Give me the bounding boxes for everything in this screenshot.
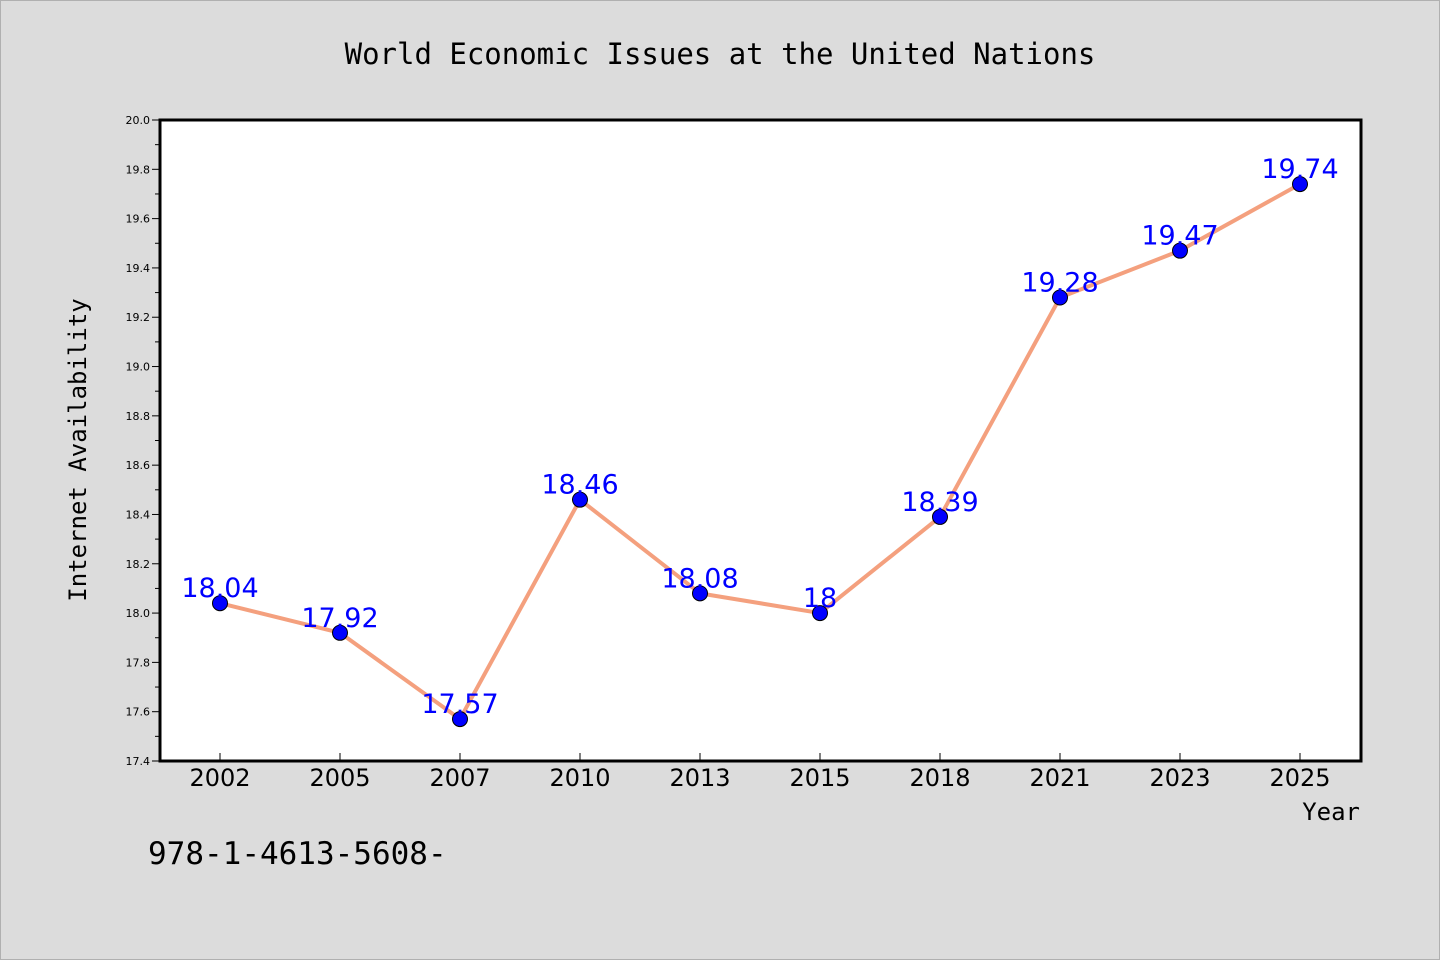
data-label: 18.39	[901, 487, 978, 518]
y-axis: 17.4 17.6 17.8 18.0 18.2 18.4 18.6 18.8 19.0 19.2…	[126, 114, 160, 768]
x-axis: 2002 2005 2007 2010 2013 2015 2018 2021 2023 2025	[189, 753, 1331, 792]
y-tick-label: 19.0	[126, 361, 151, 374]
y-tick-label: 17.4	[126, 755, 151, 768]
x-tick-label: 2002	[189, 764, 250, 792]
x-tick-label: 2005	[309, 764, 370, 792]
data-point	[1172, 242, 1188, 259]
y-tick-label: 17.8	[126, 656, 151, 669]
y-tick-label: 18.0	[126, 607, 151, 620]
data-label: 17.92	[301, 603, 378, 634]
data-label: 18.46	[541, 470, 618, 501]
data-point	[452, 711, 468, 728]
y-tick-label: 20.0	[126, 114, 151, 127]
x-tick-label: 2013	[669, 764, 730, 792]
data-label: 19.47	[1141, 221, 1218, 252]
x-tick-label: 2023	[1149, 764, 1210, 792]
data-point	[812, 605, 828, 622]
data-point	[572, 491, 588, 508]
data-point	[932, 508, 948, 525]
x-tick-label: 2018	[909, 764, 970, 792]
y-tick-label: 18.8	[126, 410, 151, 423]
x-tick-label: 2025	[1269, 764, 1330, 792]
y-tick-label: 18.4	[126, 508, 151, 521]
y-tick-label: 19.4	[126, 262, 151, 275]
plot-area	[158, 118, 1363, 763]
data-label: 18	[803, 583, 837, 614]
data-point	[212, 595, 228, 612]
y-tick-label: 18.2	[126, 558, 151, 571]
series-markers	[212, 176, 1308, 728]
y-tick-label: 19.8	[126, 163, 151, 176]
y-tick-label: 19.6	[126, 213, 151, 226]
data-label: 17.57	[421, 689, 498, 720]
data-label: 18.04	[181, 573, 258, 604]
y-tick-label: 19.2	[126, 311, 151, 324]
y-tick-label: 17.6	[126, 706, 151, 719]
x-axis-label: Year	[1302, 798, 1360, 826]
x-tick-label: 2021	[1029, 764, 1090, 792]
data-point	[332, 624, 348, 641]
y-axis-label: Internet Availability	[64, 298, 92, 601]
data-point	[1292, 176, 1308, 193]
data-label: 19.28	[1021, 268, 1098, 299]
series-line	[219, 182, 1301, 722]
chart-title: World Economic Issues at the United Nati…	[345, 37, 1096, 71]
x-tick-label: 2007	[429, 764, 490, 792]
data-point	[692, 585, 708, 602]
footer-text: 978-1-4613-5608-	[148, 836, 447, 872]
data-point	[1052, 289, 1068, 306]
data-label: 19.74	[1261, 154, 1338, 185]
x-tick-label: 2015	[789, 764, 850, 792]
data-label: 18.08	[661, 563, 738, 594]
x-tick-label: 2010	[549, 764, 610, 792]
y-tick-label: 18.6	[126, 459, 151, 472]
data-labels: 18.04 17.92 17.57 18.46 18.08 18 18.39 19.28 19.…	[181, 154, 1338, 720]
